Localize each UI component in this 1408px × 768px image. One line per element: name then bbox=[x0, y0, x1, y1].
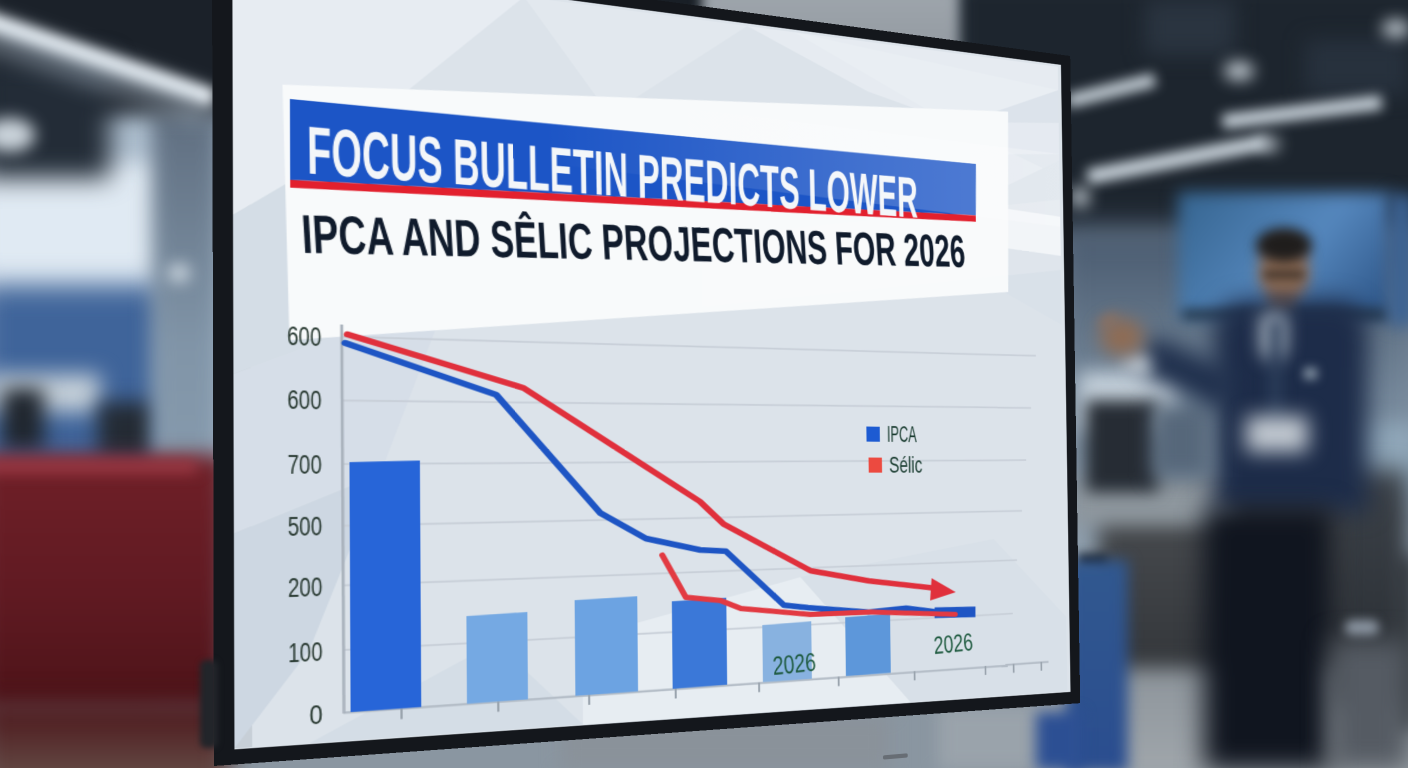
svg-text:500: 500 bbox=[288, 512, 322, 543]
svg-text:200: 200 bbox=[288, 572, 322, 604]
svg-text:2026: 2026 bbox=[772, 647, 817, 680]
svg-text:2026: 2026 bbox=[933, 628, 974, 660]
svg-text:600: 600 bbox=[287, 320, 321, 352]
svg-text:600: 600 bbox=[287, 385, 321, 416]
svg-text:0: 0 bbox=[309, 700, 323, 732]
svg-text:IPCA: IPCA bbox=[887, 421, 917, 447]
svg-text:700: 700 bbox=[287, 450, 321, 481]
svg-text:Sélic: Sélic bbox=[889, 452, 923, 477]
svg-text:100: 100 bbox=[288, 637, 322, 669]
